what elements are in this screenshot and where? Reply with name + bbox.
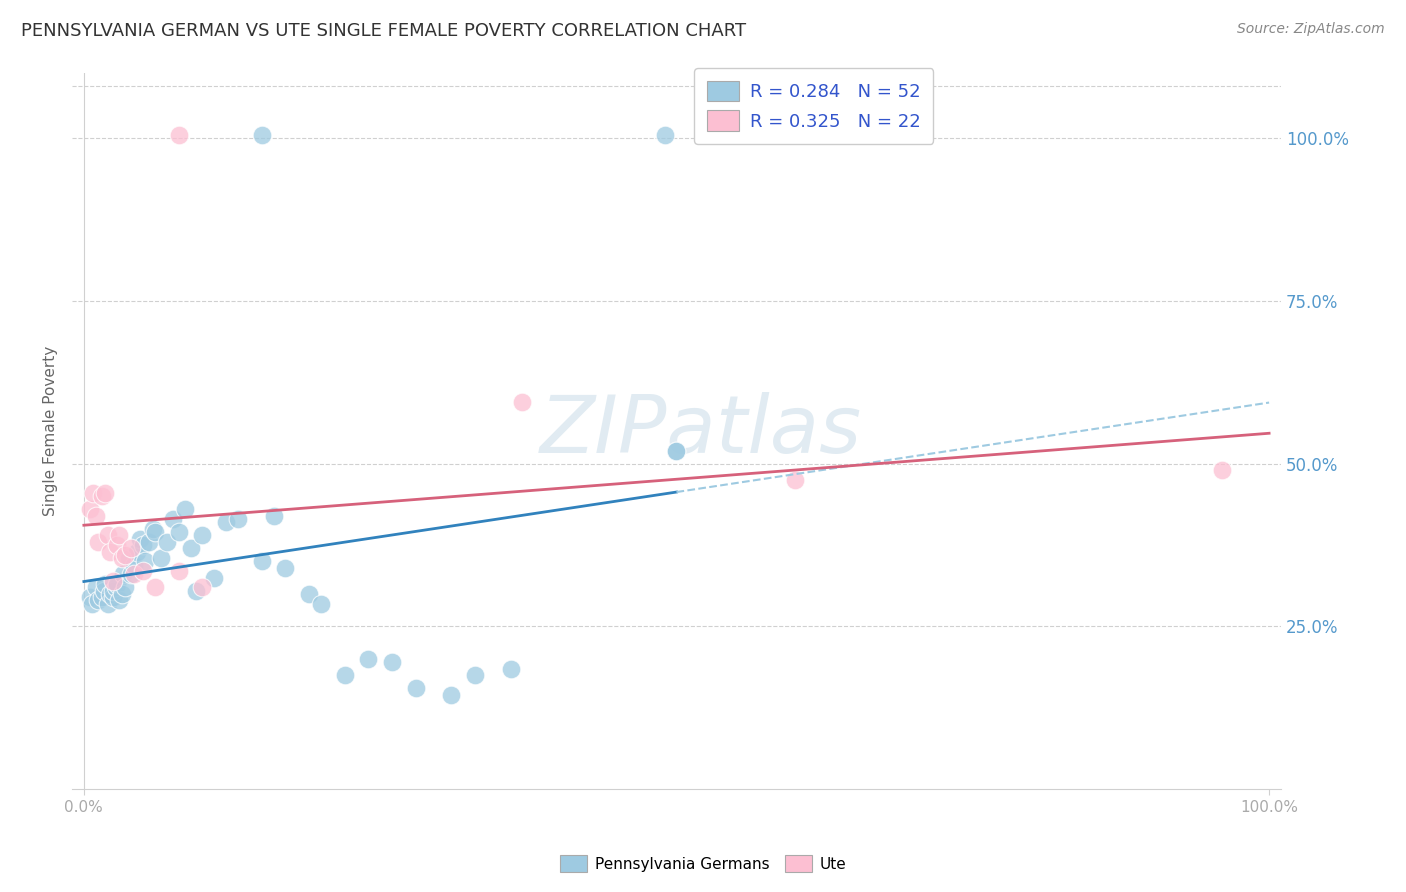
Point [309,597,332,611]
Point [191,528,214,542]
Point [114,581,136,595]
Point [226,512,249,526]
Point [122,558,145,572]
Point [298,587,321,601]
Point [97,597,120,611]
Point [250,128,273,142]
Legend: Pennsylvania Germans, Ute: Pennsylvania Germans, Ute [553,847,853,880]
Point [263,508,285,523]
Point [1211,463,1233,477]
Point [94,577,117,591]
Point [138,534,160,549]
Point [105,577,128,591]
Point [162,512,184,526]
Point [103,590,125,604]
Point [440,688,463,702]
Point [87,534,110,549]
Point [111,551,134,566]
Point [143,524,166,539]
Point [108,593,131,607]
Point [94,486,117,500]
Point [132,538,155,552]
Point [654,128,676,142]
Point [134,554,156,568]
Point [79,590,101,604]
Point [156,534,179,549]
Text: PENNSYLVANIA GERMAN VS UTE SINGLE FEMALE POVERTY CORRELATION CHART: PENNSYLVANIA GERMAN VS UTE SINGLE FEMALE… [21,22,747,40]
Point [98,587,121,601]
Point [120,541,142,556]
Point [93,583,115,598]
Legend: R = 0.284   N = 52, R = 0.325   N = 22: R = 0.284 N = 52, R = 0.325 N = 22 [695,68,934,144]
Point [665,443,688,458]
Point [104,581,127,595]
Point [149,551,172,566]
Point [167,128,190,142]
Point [132,564,155,578]
Point [274,561,297,575]
Point [142,522,165,536]
Point [143,581,166,595]
Point [120,567,142,582]
Point [84,581,107,595]
Point [191,581,214,595]
Point [103,583,125,598]
Point [105,538,128,552]
Point [114,548,136,562]
Point [98,544,121,558]
Point [464,668,486,682]
Point [250,554,273,568]
Text: ZIPatlas: ZIPatlas [540,392,862,470]
Point [405,681,427,696]
Point [215,516,238,530]
Point [90,489,112,503]
Point [512,395,534,409]
Y-axis label: Single Female Poverty: Single Female Poverty [44,346,58,516]
Point [173,502,195,516]
Point [122,567,145,582]
Point [499,662,522,676]
Point [82,486,104,500]
Point [333,668,356,682]
Point [127,544,149,558]
Point [167,564,190,578]
Point [111,567,134,582]
Point [103,574,125,588]
Point [90,590,112,604]
Point [82,597,104,611]
Point [97,528,120,542]
Point [167,524,190,539]
Point [180,541,202,556]
Point [357,652,380,666]
Point [665,443,688,458]
Point [79,502,101,516]
Point [118,551,141,566]
Point [186,583,208,598]
Point [111,587,134,601]
Text: Source: ZipAtlas.com: Source: ZipAtlas.com [1237,22,1385,37]
Point [84,508,107,523]
Point [202,571,225,585]
Point [381,655,404,669]
Point [87,593,110,607]
Point [128,532,150,546]
Point [783,473,806,487]
Point [108,528,131,542]
